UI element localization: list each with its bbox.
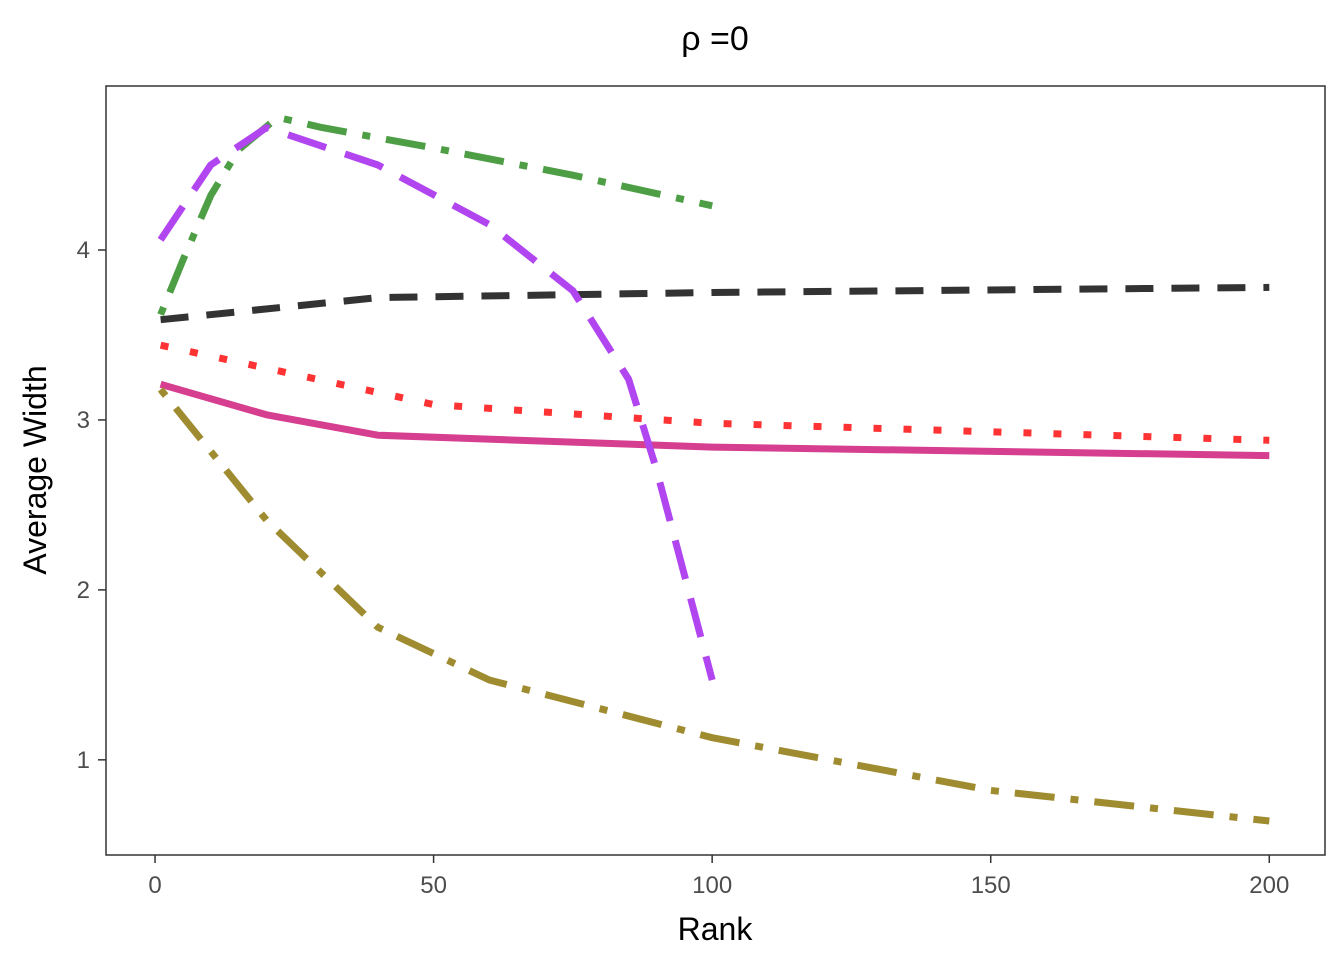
x-axis-label: Rank — [678, 911, 754, 947]
x-tick-label: 0 — [148, 872, 161, 899]
x-tick-label: 100 — [692, 872, 732, 899]
series-line-4 — [157, 113, 713, 316]
series-line-3 — [157, 387, 1270, 825]
y-axis-label: Average Width — [17, 365, 53, 574]
series-line-2 — [159, 380, 1270, 460]
y-tick-label: 3 — [77, 407, 90, 434]
x-tick-label: 150 — [971, 872, 1011, 899]
series-line-5 — [157, 124, 716, 681]
x-tick-label: 50 — [420, 872, 447, 899]
y-tick-label: 1 — [77, 747, 90, 774]
plot-panel — [105, 85, 1326, 856]
series-line-0 — [160, 283, 1270, 324]
y-tick-label: 4 — [77, 237, 90, 264]
series-line-1 — [159, 341, 1270, 444]
x-tick-label: 200 — [1249, 872, 1289, 899]
chart-title: ρ =0 — [681, 20, 749, 58]
y-tick-label: 2 — [77, 577, 90, 604]
